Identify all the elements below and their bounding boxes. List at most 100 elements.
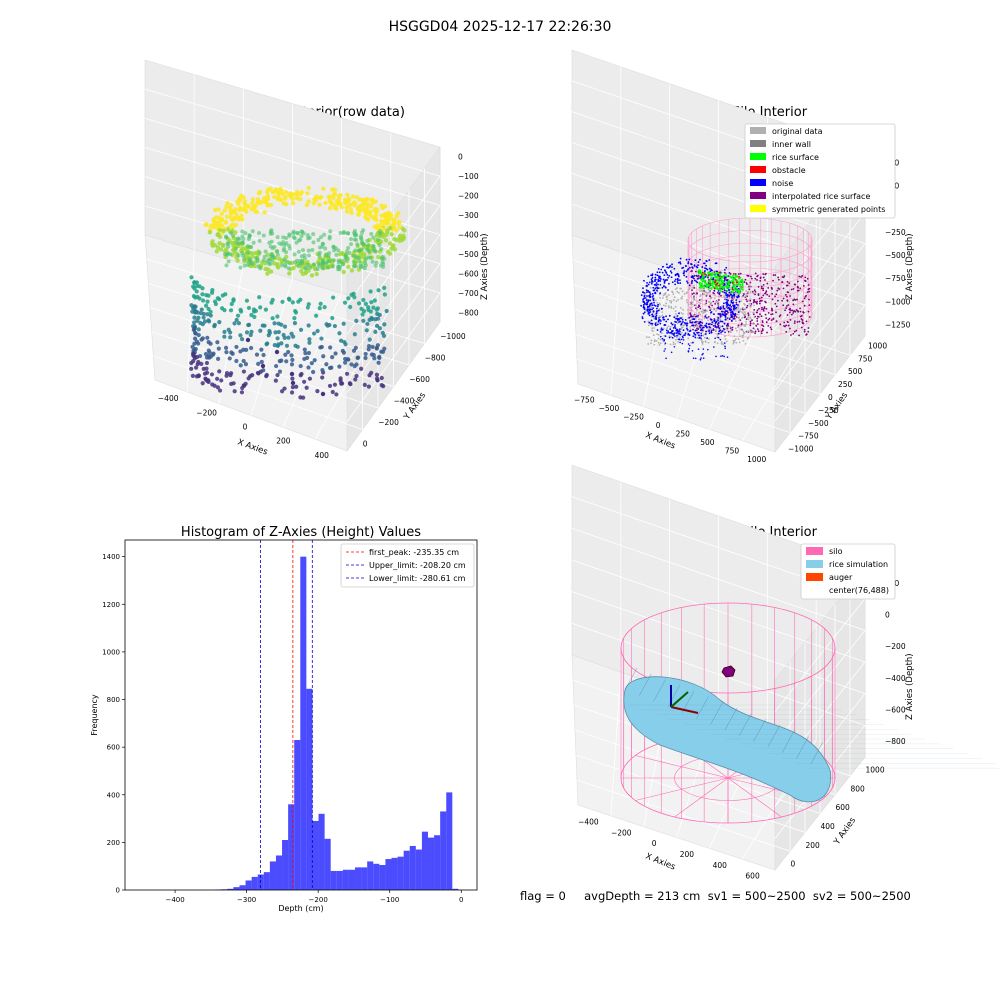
obstacle-point <box>701 271 704 274</box>
noise-point <box>656 305 659 308</box>
raw-point <box>301 231 306 236</box>
interp-point <box>754 290 757 293</box>
noise-point <box>722 306 725 309</box>
noise-point <box>695 315 698 318</box>
interp-point <box>698 299 701 301</box>
noise-point <box>710 323 713 326</box>
raw-point <box>212 322 217 328</box>
raw-point <box>349 236 354 241</box>
original-point <box>686 301 689 304</box>
raw-point <box>234 344 239 350</box>
noise-point <box>669 270 672 273</box>
interp-point <box>729 273 732 275</box>
raw-point <box>272 343 277 348</box>
raw-point <box>357 259 362 264</box>
noise-point <box>663 281 666 284</box>
obstacle-point <box>713 287 716 290</box>
raw-point <box>270 258 275 263</box>
rice-surface-point <box>710 283 713 286</box>
interp-point <box>782 287 785 290</box>
raw-point <box>305 191 310 196</box>
noise-point <box>723 302 725 305</box>
interp-point <box>788 311 791 314</box>
noise-point <box>714 337 716 340</box>
raw-point <box>192 341 197 346</box>
original-point <box>746 317 749 320</box>
original-point <box>644 292 647 295</box>
noise-point <box>645 289 648 292</box>
interp-point <box>807 330 810 333</box>
original-point <box>718 295 721 298</box>
noise-point <box>674 273 677 276</box>
raw-point <box>367 249 372 254</box>
interp-point <box>804 276 807 279</box>
original-point <box>712 308 715 311</box>
interp-point <box>803 328 806 331</box>
raw-point <box>206 318 211 323</box>
noise-point <box>652 299 655 302</box>
interp-point <box>743 293 745 295</box>
noise-point <box>694 329 697 332</box>
raw-point <box>264 195 270 201</box>
noise-point <box>719 306 722 309</box>
noise-point <box>675 332 678 335</box>
raw-point <box>346 264 351 270</box>
hist-bar <box>440 811 447 890</box>
raw-point <box>289 331 294 336</box>
rice-surface-point <box>741 283 744 286</box>
interp-point <box>789 295 792 297</box>
raw-point <box>203 351 209 357</box>
noise-point <box>715 262 718 265</box>
raw-point <box>364 328 369 333</box>
raw-point <box>257 238 262 243</box>
legend-swatch <box>750 205 766 212</box>
raw-point <box>299 234 304 239</box>
raw-point <box>354 237 359 242</box>
noise-point <box>696 331 698 334</box>
rice-surface-point <box>733 288 736 291</box>
noise-point <box>729 304 732 306</box>
raw-x-tick: 200 <box>276 437 291 446</box>
noise-point <box>686 328 689 331</box>
raw-point <box>234 358 239 364</box>
raw-point <box>271 194 277 200</box>
original-point <box>745 321 747 323</box>
original-point <box>687 303 690 306</box>
original-point <box>710 308 712 310</box>
noise-point <box>652 307 655 310</box>
raw-point <box>194 280 200 285</box>
noise-point <box>679 282 682 284</box>
noise-point <box>733 308 735 311</box>
raw-point <box>322 305 327 310</box>
noise-point <box>717 306 720 309</box>
noise-point <box>642 287 644 290</box>
classify-x-tick: −500 <box>599 404 620 413</box>
noise-point <box>714 325 717 328</box>
noise-point <box>641 317 644 320</box>
noise-point <box>656 271 659 274</box>
raw-z-tick: −300 <box>458 211 479 220</box>
raw-point <box>214 220 219 226</box>
noise-point <box>713 313 715 316</box>
noise-point <box>646 281 648 284</box>
y-tick-label: 0 <box>116 887 120 895</box>
noise-point <box>646 285 649 287</box>
raw-point <box>283 352 288 357</box>
original-point <box>700 289 703 292</box>
original-point <box>753 316 756 319</box>
noise-point <box>653 304 656 307</box>
interp-point <box>756 315 759 318</box>
noise-point <box>735 299 738 302</box>
noise-point <box>665 315 667 318</box>
original-point <box>685 299 688 301</box>
interp-point <box>713 292 715 295</box>
classify-z-axis-label: Z Axies (Depth) <box>905 233 915 300</box>
raw-point <box>360 230 365 235</box>
noise-point <box>699 329 702 332</box>
original-point <box>734 338 737 341</box>
original-point <box>650 306 653 309</box>
raw-point <box>236 253 241 258</box>
interp-point <box>769 326 772 329</box>
surface-mesh-line <box>767 725 781 748</box>
noise-point <box>708 267 711 270</box>
